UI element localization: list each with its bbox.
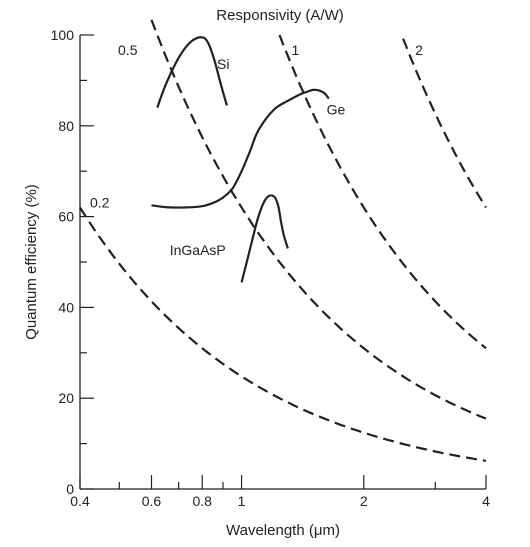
responsivity-line-0-2	[79, 206, 487, 462]
x-tick-label: 0.6	[142, 493, 162, 509]
responsivity-label: 0.2	[90, 195, 110, 211]
series-line-ge	[151, 88, 330, 209]
axis-ticks: 0 20 40 60 80 100 0.4 0.6 0.8 1 2 4	[51, 27, 490, 509]
responsivity-line-1	[278, 34, 487, 350]
x-tick-label: 1	[238, 493, 246, 509]
y-tick-label: 0	[66, 481, 74, 497]
series-label-si: Si	[217, 56, 229, 72]
y-tick-label: 60	[58, 209, 74, 225]
x-tick-label: 4	[482, 493, 490, 509]
y-axis-title: Quantum efficiency (%)	[23, 184, 40, 340]
x-tick-label: 0.4	[70, 493, 90, 509]
responsivity-label: 2	[415, 42, 423, 58]
series-line-si	[156, 36, 228, 108]
x-axis-title: Wavelength (μm)	[226, 522, 340, 539]
x-tick-label: 2	[360, 493, 368, 509]
x-tick-label: 0.8	[192, 493, 212, 509]
chart-title: Responsivity (A/W)	[216, 7, 344, 24]
responsivity-lines: 0.2 0.5 1 2	[79, 19, 487, 462]
series-label-ge: Ge	[327, 101, 346, 117]
y-tick-label: 40	[58, 299, 74, 315]
y-tick-label: 100	[51, 27, 75, 43]
quantum-efficiency-curves: Si Ge InGaAsP	[151, 36, 346, 283]
responsivity-line-0-5	[150, 19, 487, 420]
series-line-ingaasp	[240, 194, 289, 283]
series-label-ingaasp: InGaAsP	[170, 242, 226, 258]
y-tick-label: 80	[58, 118, 74, 134]
responsivity-label: 0.5	[118, 42, 138, 58]
responsivity-line-2	[402, 38, 487, 209]
responsivity-label: 1	[291, 42, 299, 58]
y-tick-label: 20	[58, 390, 74, 406]
